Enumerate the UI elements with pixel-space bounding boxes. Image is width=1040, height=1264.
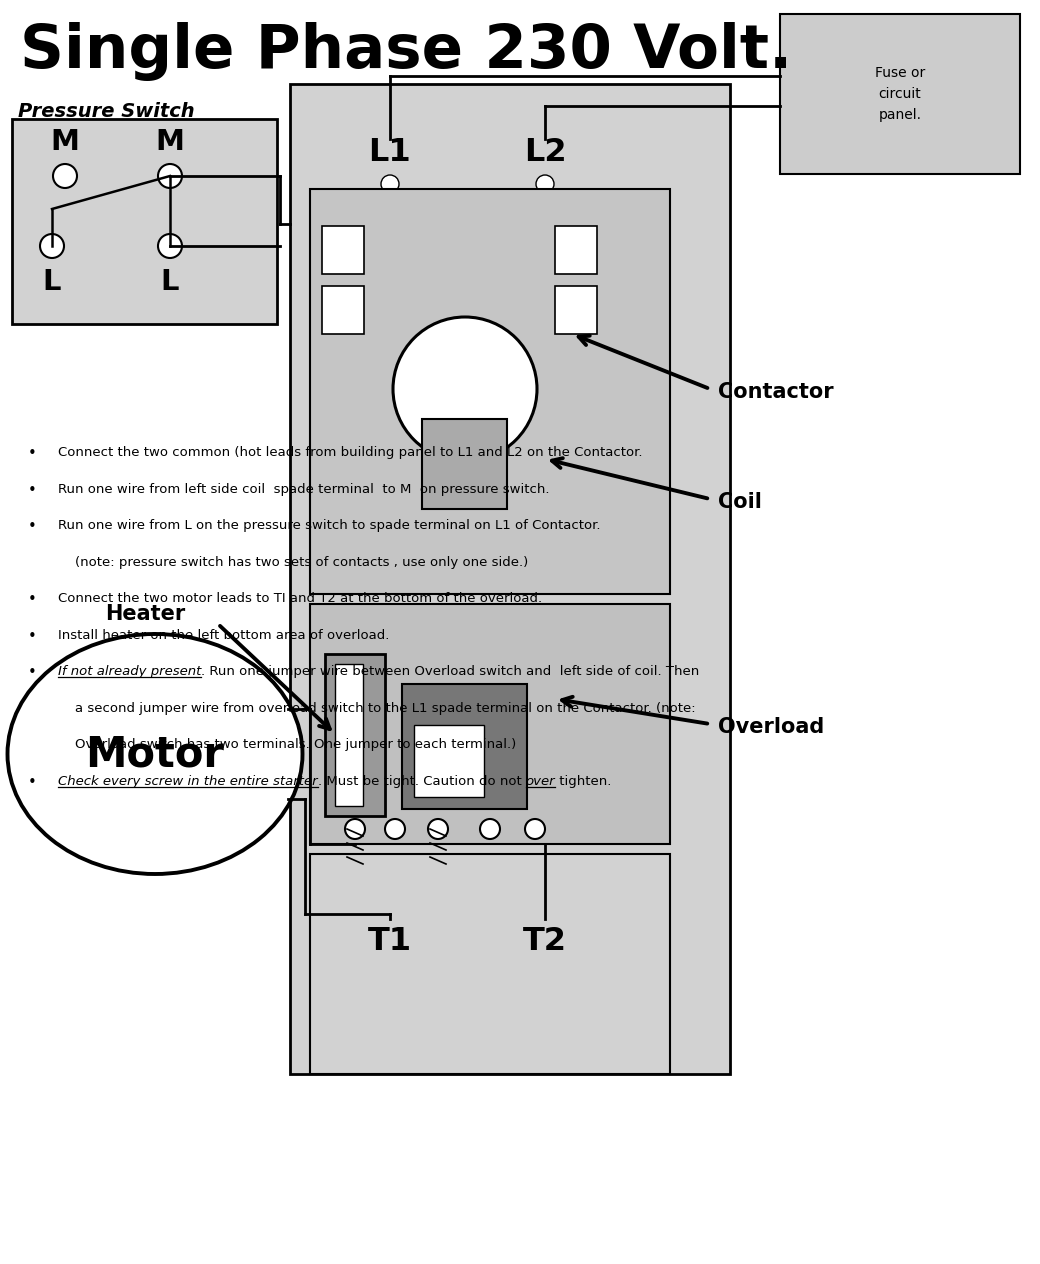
Text: . Run one jumper wire between Overload switch and  left side of coil. Then: . Run one jumper wire between Overload s… xyxy=(202,665,700,678)
Ellipse shape xyxy=(7,635,303,873)
Text: •: • xyxy=(28,665,36,680)
Text: Pressure Switch: Pressure Switch xyxy=(18,102,194,121)
Text: over: over xyxy=(525,775,555,787)
Bar xyxy=(402,684,527,809)
Text: M: M xyxy=(156,128,184,155)
Text: Install heater on the left bottom area of overload.: Install heater on the left bottom area o… xyxy=(58,628,389,642)
Text: •: • xyxy=(28,483,36,498)
Bar xyxy=(290,83,730,1074)
Circle shape xyxy=(158,234,182,258)
Bar xyxy=(310,604,670,844)
Text: Run one wire from left side coil  spade terminal  to M  on pressure switch.: Run one wire from left side coil spade t… xyxy=(58,483,549,495)
Circle shape xyxy=(428,819,448,839)
Circle shape xyxy=(381,174,399,193)
Text: L: L xyxy=(161,268,179,296)
Text: Motor: Motor xyxy=(85,733,225,775)
Bar xyxy=(414,726,484,798)
Bar xyxy=(322,286,364,334)
Circle shape xyxy=(40,234,64,258)
Circle shape xyxy=(345,819,365,839)
Text: •: • xyxy=(28,520,36,533)
Text: •: • xyxy=(28,628,36,643)
Text: •: • xyxy=(28,775,36,790)
Bar xyxy=(555,226,597,274)
Circle shape xyxy=(53,164,77,188)
Text: (note: pressure switch has two sets of contacts , use only one side.): (note: pressure switch has two sets of c… xyxy=(58,555,528,569)
Text: •: • xyxy=(28,592,36,607)
Text: L2: L2 xyxy=(524,137,567,168)
Text: Overload switch has two terminals. One jumper to each terminal.): Overload switch has two terminals. One j… xyxy=(58,738,516,751)
Text: Overload: Overload xyxy=(718,717,825,737)
Circle shape xyxy=(536,174,554,193)
Text: If not already present: If not already present xyxy=(58,665,202,678)
Text: Run one wire from L on the pressure switch to spade terminal on L1 of Contactor.: Run one wire from L on the pressure swit… xyxy=(58,520,600,532)
Text: L1: L1 xyxy=(368,137,412,168)
Text: Contactor: Contactor xyxy=(718,382,834,402)
Bar xyxy=(310,190,670,594)
Text: •: • xyxy=(28,446,36,461)
Bar xyxy=(12,119,277,324)
Circle shape xyxy=(393,317,537,461)
Text: M: M xyxy=(51,128,79,155)
Text: Connect the two common (hot leads from building panel to L1 and L2 on the Contac: Connect the two common (hot leads from b… xyxy=(58,446,643,459)
Text: Heater: Heater xyxy=(105,604,185,624)
Circle shape xyxy=(480,819,500,839)
Text: tighten.: tighten. xyxy=(555,775,612,787)
Bar xyxy=(324,653,385,817)
Bar xyxy=(555,286,597,334)
Bar xyxy=(322,226,364,274)
Bar xyxy=(780,14,1020,174)
Text: Fuse or
circuit
panel.: Fuse or circuit panel. xyxy=(875,67,926,121)
Bar xyxy=(422,418,506,509)
Bar xyxy=(310,854,670,1074)
Text: . Must be tight. Caution do not: . Must be tight. Caution do not xyxy=(317,775,525,787)
Text: L: L xyxy=(43,268,61,296)
Text: Connect the two motor leads to TI and T2 at the bottom of the overload.: Connect the two motor leads to TI and T2… xyxy=(58,592,542,605)
Text: Single Phase 230 Volt.: Single Phase 230 Volt. xyxy=(20,21,792,81)
Text: a second jumper wire from overload switch to the L1 spade terminal on the Contac: a second jumper wire from overload switc… xyxy=(58,702,696,714)
Text: T1: T1 xyxy=(368,927,412,958)
Circle shape xyxy=(385,819,405,839)
Text: Coil: Coil xyxy=(718,492,762,512)
Text: T2: T2 xyxy=(523,927,567,958)
Text: Check every screw in the entire starter: Check every screw in the entire starter xyxy=(58,775,317,787)
Circle shape xyxy=(158,164,182,188)
Bar xyxy=(335,664,363,806)
Circle shape xyxy=(525,819,545,839)
